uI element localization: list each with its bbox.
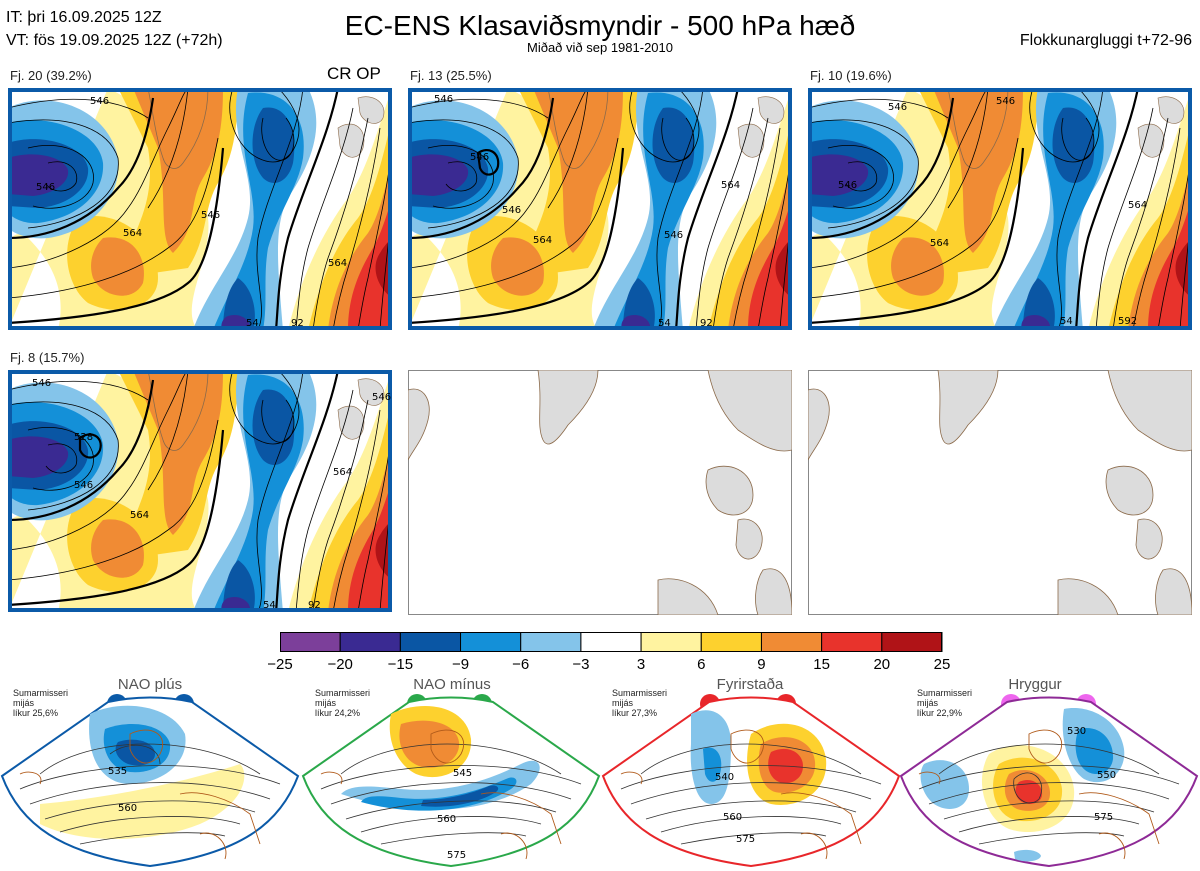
colorbar-cell <box>339 631 401 653</box>
colorbar-cell <box>881 631 943 653</box>
contour-label: 546 <box>434 94 453 105</box>
contour-label: 575 <box>447 850 466 861</box>
empty-map-1 <box>408 370 792 615</box>
page-title: EC-ENS Klasaviðsmyndir - 500 hPa hæð <box>344 10 856 41</box>
colorbar-cell <box>760 631 823 653</box>
cluster-4-label: Fj. 8 (15.7%) <box>10 350 85 365</box>
cluster-4-map: 546 528 546 564 564 546 54 92 <box>8 370 392 612</box>
contour-label: 546 <box>502 205 521 216</box>
contour-label: 535 <box>108 766 127 777</box>
contour-label: 592 <box>1118 316 1137 327</box>
contour-label: 92 <box>308 600 321 611</box>
contour-label: 528 <box>74 432 93 443</box>
contour-label: 530 <box>1067 726 1086 737</box>
cluster-3-label: Fj. 10 (19.6%) <box>810 68 892 83</box>
contour-label: 560 <box>118 803 137 814</box>
contour-label: 546 <box>838 180 857 191</box>
contour-label: 564 <box>1128 200 1147 211</box>
cluster-1-label: Fj. 20 (39.2%) <box>10 68 92 83</box>
header-times: IT: þri 16.09.2025 12Z VT: fös 19.09.202… <box>6 6 223 52</box>
contour-label: 546 <box>372 392 391 403</box>
colorbar-tick-label: 9 <box>757 656 766 673</box>
contour-label: 546 <box>90 96 109 107</box>
contour-label: 546 <box>664 230 683 241</box>
contour-label: 560 <box>437 814 456 825</box>
cluster-3-map: 546 546 546 564 564 54 592 <box>808 88 1192 330</box>
contour-label: 546 <box>36 182 55 193</box>
regime-1-map: 535 560 <box>0 696 300 868</box>
colorbar-cell <box>279 631 341 653</box>
cluster-1-map: 546 546 546 564 564 54 92 <box>8 88 392 330</box>
contour-label: 564 <box>721 180 740 191</box>
contour-label: 540 <box>715 772 734 783</box>
colorbar-tick-label: 20 <box>873 656 891 673</box>
cluster-2-label: Fj. 13 (25.5%) <box>410 68 492 83</box>
contour-label: 54 <box>246 318 259 329</box>
regime-3-stats: Sumarmisseri mijás líkur 27,3% <box>612 688 668 718</box>
contour-label: 560 <box>723 812 742 823</box>
colorbar-tick-label: 6 <box>697 656 706 673</box>
regime-2-title: NAO mínus <box>413 676 491 693</box>
colorbar-tick-label: −6 <box>512 656 530 673</box>
contour-label: 564 <box>930 238 949 249</box>
cluster-2-map: 546 546 546 564 564 546 54 92 <box>408 88 792 330</box>
regime-3-map: 540 560 575 <box>601 696 901 868</box>
init-time: IT: þri 16.09.2025 12Z <box>6 9 162 26</box>
colorbar-tick-label: −25 <box>267 656 293 673</box>
regime-2-stats: Sumarmisseri mijás líkur 24,2% <box>315 688 371 718</box>
contour-label: 546 <box>201 210 220 221</box>
regime-3-title: Fyrirstaða <box>716 676 784 693</box>
contour-label: 546 <box>74 480 93 491</box>
regime-2-map: 545 560 575 <box>301 696 601 868</box>
contour-label: 54 <box>263 600 276 611</box>
empty-map-2 <box>808 370 1192 615</box>
colorbar-cell <box>399 631 462 653</box>
contour-label: 550 <box>1097 770 1116 781</box>
colorbar-cell <box>640 631 702 653</box>
contour-label: 545 <box>453 768 472 779</box>
regime-section: Sumarmisseri mijás líkur 25,6% NAO plús 53… <box>0 672 1200 871</box>
contour-label: 564 <box>533 235 552 246</box>
colorbar-tick-label: −3 <box>572 656 590 673</box>
regime-4-stats: Sumarmisseri mijás líkur 22,9% <box>917 688 973 718</box>
colorbar-cell <box>460 631 522 653</box>
colorbar-tick-label: −15 <box>387 656 414 673</box>
contour-label: 564 <box>333 467 352 478</box>
colorbar-tick-label: −9 <box>451 656 470 673</box>
contour-label: 546 <box>996 96 1015 107</box>
contour-label: 92 <box>291 318 304 329</box>
cluster-1-badge: CR OP <box>327 64 381 83</box>
contour-label: 54 <box>658 318 671 329</box>
colorbar <box>279 631 944 657</box>
colorbar-cell <box>520 631 582 653</box>
contour-label: 564 <box>130 510 149 521</box>
regime-4-map: 530 550 575 <box>899 696 1199 868</box>
contour-label: 546 <box>888 102 907 113</box>
contour-label: 575 <box>1094 812 1113 823</box>
contour-label: 92 <box>700 318 713 329</box>
contour-label: 546 <box>470 152 489 163</box>
page-subtitle: Miðað við sep 1981-2010 <box>527 40 673 55</box>
valid-time: VT: fös 19.09.2025 12Z (+72h) <box>6 32 223 49</box>
colorbar-tick-label: −20 <box>327 656 353 673</box>
colorbar-cell <box>700 631 762 653</box>
contour-label: 575 <box>736 834 755 845</box>
colorbar-tick-label: 15 <box>813 656 830 673</box>
colorbar-cell <box>821 631 883 653</box>
regime-4-title: Hryggur <box>1008 676 1062 693</box>
regime-1-stats: Sumarmisseri mijás líkur 25,6% <box>13 688 69 718</box>
cluster-window: Flokkunargluggi t+72-96 <box>1019 32 1192 49</box>
colorbar-cell <box>580 631 642 653</box>
colorbar-tick-label: 25 <box>933 656 951 673</box>
contour-label: 546 <box>32 378 51 389</box>
regime-1-title: NAO plús <box>117 676 183 693</box>
contour-label: 564 <box>328 258 347 269</box>
contour-label: 564 <box>123 228 142 239</box>
colorbar-tick-label: 3 <box>636 656 646 673</box>
contour-label: 54 <box>1060 316 1073 327</box>
